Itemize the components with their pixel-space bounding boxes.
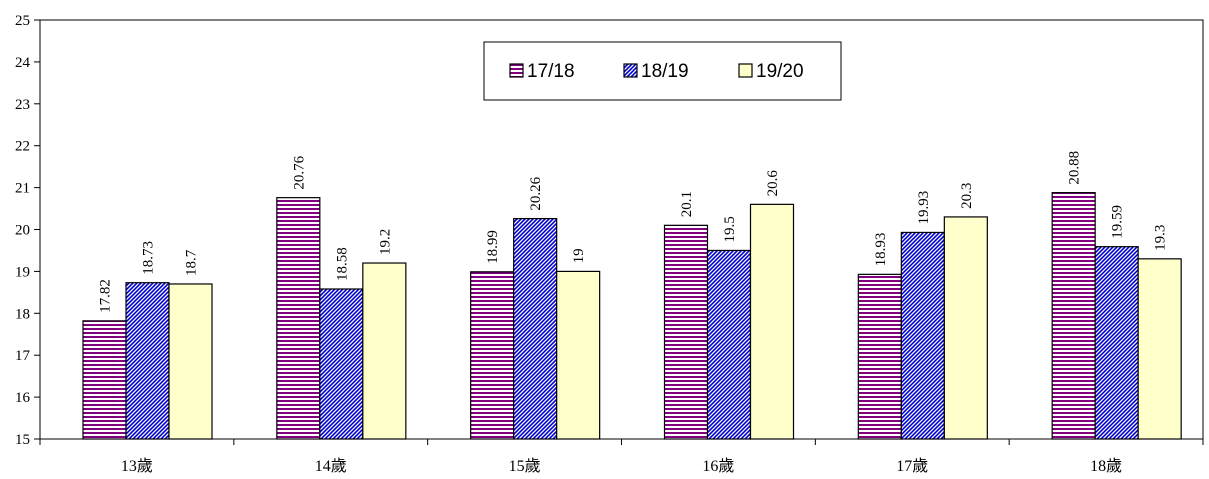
y-tick-label: 17 bbox=[15, 348, 31, 364]
bar-19-20-2 bbox=[556, 270, 601, 440]
legend: 17/18 18/19 19/20 bbox=[483, 41, 842, 101]
data-label: 19.3 bbox=[1153, 225, 1169, 251]
data-label: 18.93 bbox=[873, 233, 889, 267]
bar-17-18-2 bbox=[470, 271, 515, 440]
data-label: 19.5 bbox=[722, 216, 738, 242]
data-label: 20.1 bbox=[679, 191, 695, 217]
legend-swatch-17-18 bbox=[509, 63, 524, 78]
bar-18-19-4 bbox=[900, 231, 945, 440]
y-tick-label: 18 bbox=[15, 306, 30, 322]
data-label: 20.88 bbox=[1067, 151, 1083, 185]
x-tick-label: 18歲 bbox=[1090, 457, 1122, 475]
data-label: 20.26 bbox=[528, 176, 544, 210]
data-label: 20.76 bbox=[291, 155, 307, 189]
data-label: 17.82 bbox=[98, 279, 114, 313]
bar-18-19-2 bbox=[513, 218, 558, 440]
bar-18-19-5 bbox=[1094, 246, 1139, 440]
y-tick-label: 19 bbox=[15, 264, 30, 280]
bar-18-19-3 bbox=[706, 249, 752, 440]
data-label: 18.73 bbox=[141, 241, 157, 275]
x-tick-label: 16歲 bbox=[702, 457, 734, 475]
data-label: 20.3 bbox=[959, 183, 975, 209]
y-tick-label: 25 bbox=[15, 13, 30, 29]
plot-area: 15 16 17 18 19 20 21 22 23 24 25 13歲 14歲 15歲 16歲 17歲 18歲… bbox=[15, 13, 1204, 475]
data-label: 18.99 bbox=[485, 230, 501, 264]
y-tick-label: 22 bbox=[15, 139, 30, 155]
y-tick-label: 20 bbox=[15, 223, 30, 239]
bar-17-18-4 bbox=[857, 273, 902, 440]
bar-19-20-5 bbox=[1137, 258, 1182, 440]
data-label: 19.59 bbox=[1110, 205, 1126, 239]
legend-label: 17/18 bbox=[527, 61, 575, 82]
bar-19-20-1 bbox=[362, 262, 407, 440]
x-tick-label: 13歲 bbox=[121, 457, 153, 475]
bar-17-18-1 bbox=[276, 197, 321, 440]
bar-17-18-3 bbox=[663, 224, 709, 440]
bar-17-18-0 bbox=[82, 320, 127, 440]
x-tick-label: 14歲 bbox=[315, 457, 347, 475]
bar-17-18-5 bbox=[1051, 192, 1096, 440]
x-tick-label: 15歲 bbox=[509, 457, 541, 475]
data-label: 18.7 bbox=[184, 249, 200, 276]
data-label: 19.2 bbox=[377, 229, 393, 255]
x-tick-label: 17歲 bbox=[896, 457, 928, 475]
y-tick-label: 23 bbox=[15, 97, 30, 113]
legend-box bbox=[483, 41, 842, 101]
bar-18-19-0 bbox=[125, 282, 170, 440]
legend-swatch-18-19 bbox=[623, 63, 638, 78]
y-tick-label: 16 bbox=[15, 390, 31, 406]
y-tick-label: 15 bbox=[15, 432, 30, 448]
bar-19-20-0 bbox=[168, 283, 213, 440]
data-label: 20.6 bbox=[765, 170, 781, 197]
bar-19-20-4 bbox=[943, 216, 988, 440]
legend-label: 19/20 bbox=[756, 61, 804, 82]
legend-swatch-19-20 bbox=[738, 63, 753, 78]
data-label: 19.93 bbox=[916, 191, 932, 225]
y-tick-label: 24 bbox=[15, 55, 31, 71]
data-label: 19 bbox=[571, 248, 587, 263]
bar-19-20-3 bbox=[749, 203, 795, 440]
bar-18-19-1 bbox=[319, 288, 364, 440]
data-label: 18.58 bbox=[334, 247, 350, 281]
y-tick-label: 21 bbox=[15, 181, 30, 197]
legend-label: 18/19 bbox=[641, 61, 689, 82]
